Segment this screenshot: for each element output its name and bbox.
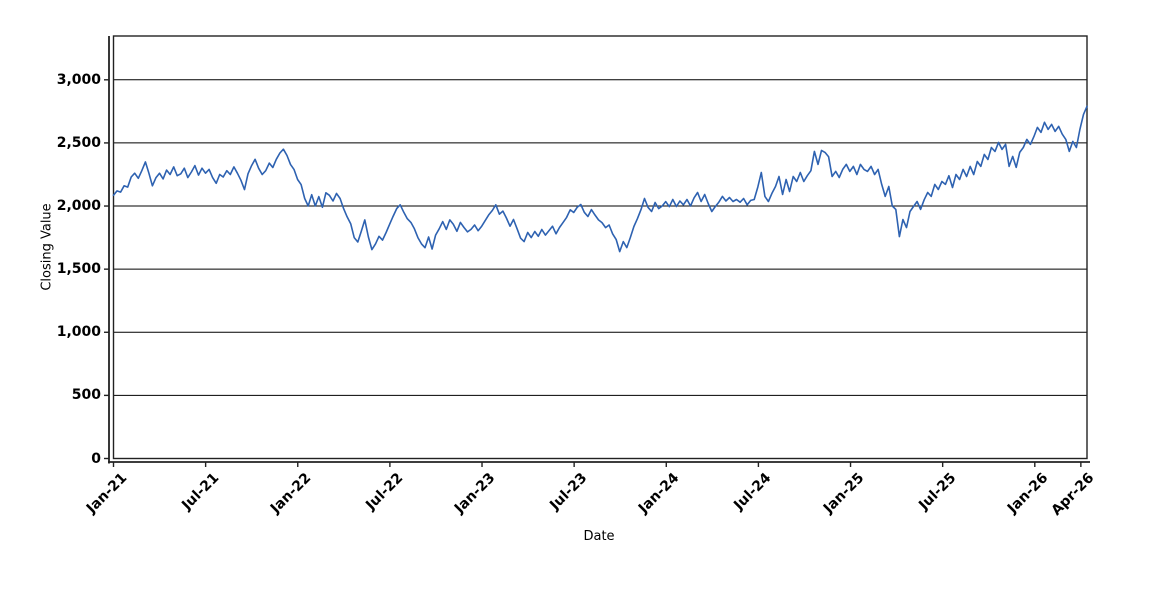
plot-border	[112, 35, 1088, 460]
x-axis-title: Date	[583, 529, 615, 544]
y-tick-label-500: 500	[71, 387, 101, 404]
closing-value-series-line	[112, 105, 1088, 253]
y-tick-label-2,000: 2,000	[56, 198, 101, 215]
y-tick-label-2,500: 2,500	[56, 134, 101, 151]
y-tick-label-1,500: 1,500	[56, 261, 101, 278]
y-tick-label-0: 0	[91, 450, 101, 467]
y-tick-label-3,000: 3,000	[56, 71, 101, 88]
y-tick-label-1,000: 1,000	[56, 324, 101, 341]
